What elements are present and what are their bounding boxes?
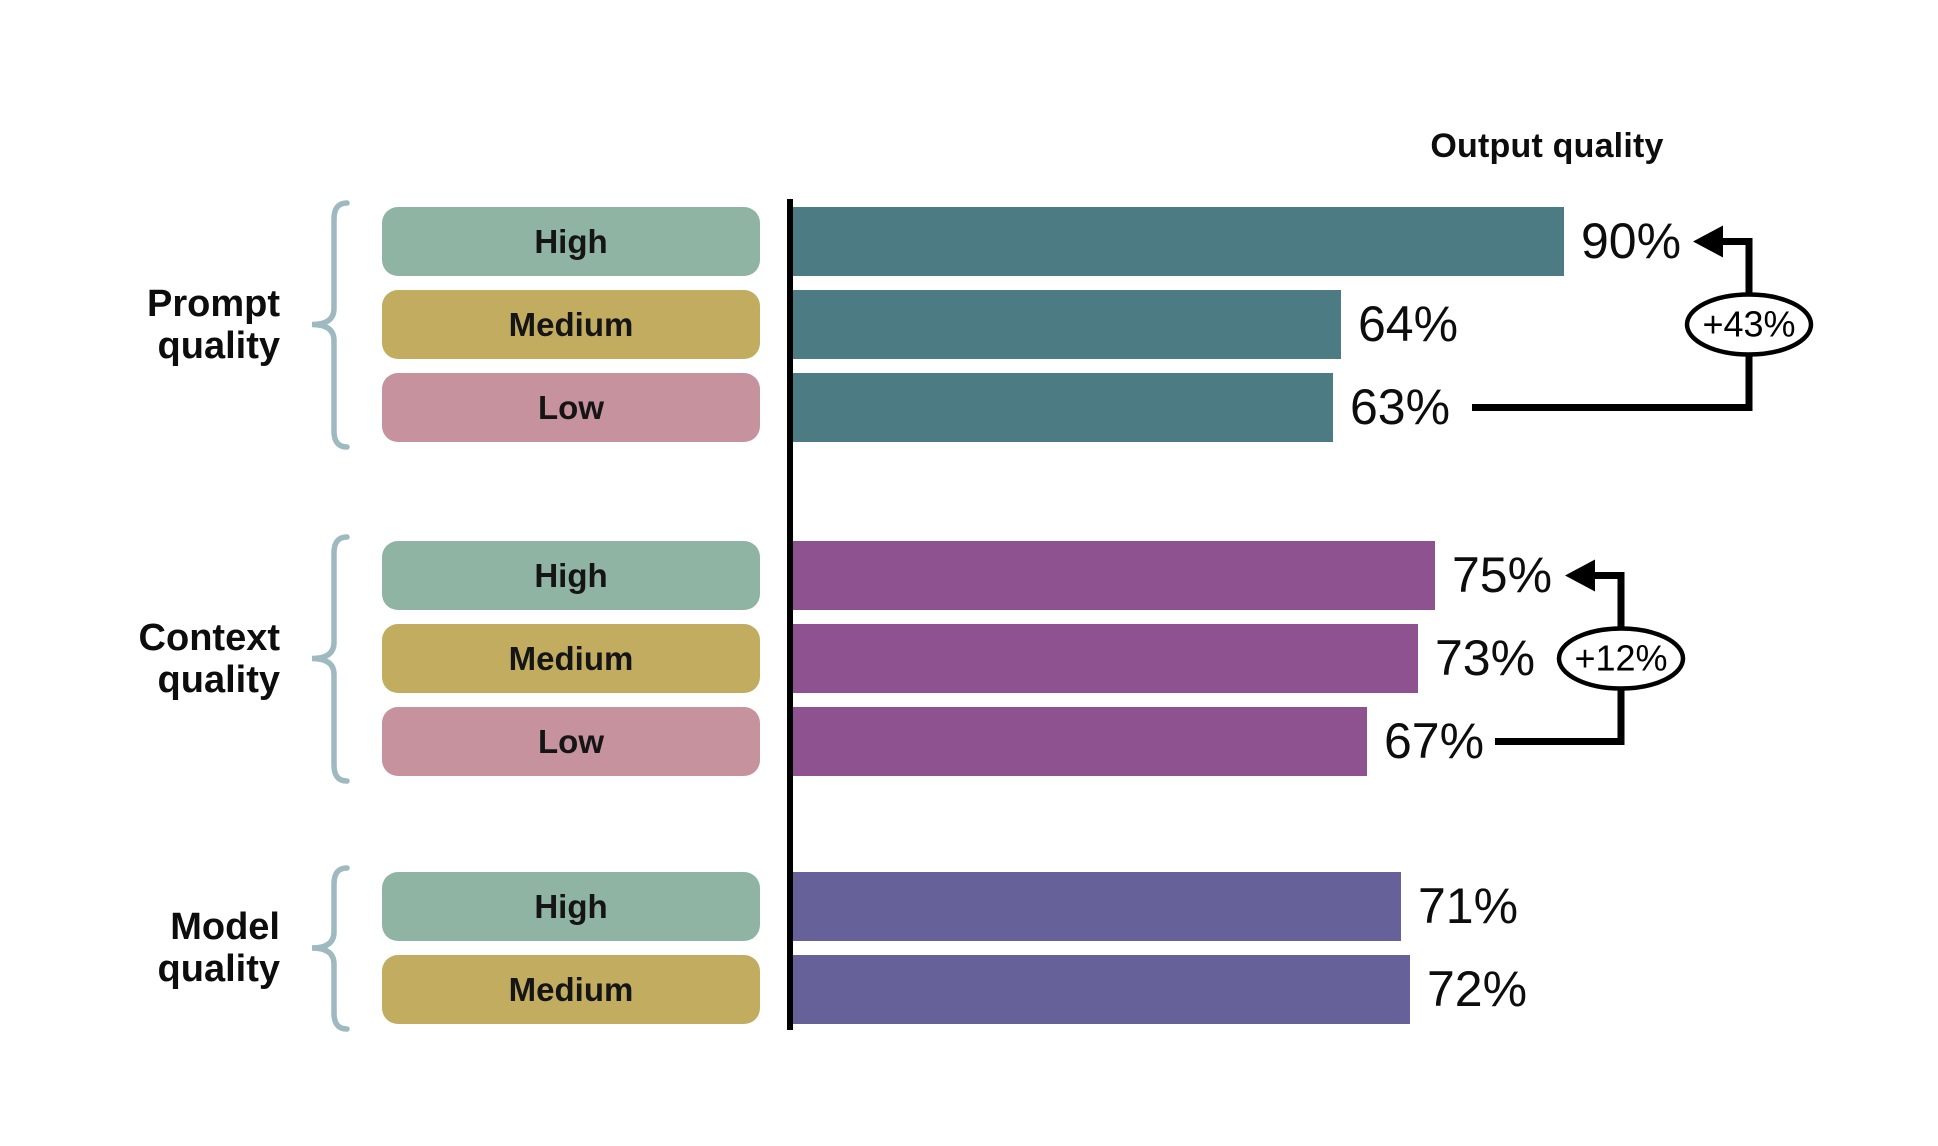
group-label-model-quality: Model quality [157,906,280,990]
level-pill-high: High [382,207,760,276]
level-pill-medium: Medium [382,290,760,359]
level-pill-medium: Medium [382,624,760,693]
level-pill-label: Low [538,722,604,760]
value-label-context-quality-medium: 73% [1435,630,1536,686]
bar-prompt-quality-low [793,373,1333,442]
level-pill-low: Low [382,373,760,442]
annotation-delta-label: +43% [1702,304,1795,345]
group-brace-prompt-quality [311,200,350,450]
level-pill-label: Medium [508,305,634,343]
level-pill-label: Low [538,388,604,426]
level-pill-label: Medium [508,970,634,1008]
level-pill-label: High [534,887,608,925]
value-label-model-quality-high: 71% [1418,878,1519,934]
group-brace-model-quality [311,865,350,1032]
annotation-ellipse [1684,292,1814,357]
annotation-delta-label: +12% [1574,638,1667,679]
bar-prompt-quality-high [793,207,1564,276]
value-label-context-quality-high: 75% [1452,547,1553,603]
level-pill-high: High [382,541,760,610]
level-pill-low: Low [382,707,760,776]
bar-prompt-quality-medium [793,290,1341,359]
level-pill-label: High [534,556,608,594]
level-pill-medium: Medium [382,955,760,1024]
value-axis-line [787,199,793,1030]
bar-context-quality-low [793,707,1367,776]
level-pill-high: High [382,872,760,941]
group-label-context-quality: Context quality [138,616,280,701]
annotation-ellipse [1556,626,1686,691]
bar-model-quality-medium [793,955,1410,1024]
annotation-arrowhead [1693,225,1723,258]
value-label-model-quality-medium: 72% [1427,961,1528,1017]
bar-context-quality-medium [793,624,1418,693]
bar-model-quality-high [793,872,1401,941]
value-label-prompt-quality-low: 63% [1350,379,1451,435]
level-pill-label: Medium [508,639,634,677]
annotation-arrowhead [1565,559,1595,592]
value-label-prompt-quality-medium: 64% [1358,296,1459,352]
group-label-prompt-quality: Prompt quality [147,282,280,367]
value-axis-title: Output quality [1430,127,1664,165]
value-label-prompt-quality-high: 90% [1581,213,1682,269]
bar-context-quality-high [793,541,1435,610]
group-brace-context-quality [311,534,350,784]
level-pill-label: High [534,222,608,260]
value-label-context-quality-low: 67% [1384,713,1485,769]
